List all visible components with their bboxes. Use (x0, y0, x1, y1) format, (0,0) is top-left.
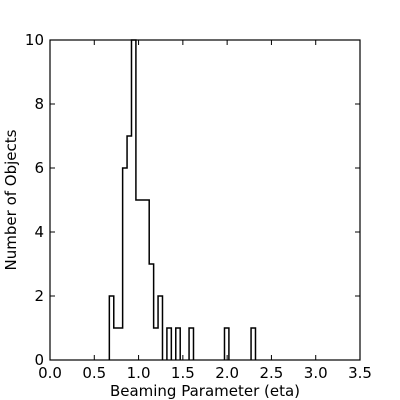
y-tick-label: 4 (34, 223, 44, 241)
histogram-bar-group-6 (250, 327, 257, 360)
x-axis-ticks: 0.0 0.5 1.0 1.5 2.0 2.5 3.0 3.5 (38, 40, 372, 382)
x-tick-label: 3.0 (304, 364, 328, 382)
x-tick-label: 2.5 (259, 364, 283, 382)
y-tick-label: 6 (34, 159, 44, 177)
x-tick-label: 0.0 (38, 364, 62, 382)
histogram-bar-group-2 (166, 327, 173, 360)
x-tick-label: 0.5 (82, 364, 106, 382)
x-tick-label: 1.5 (171, 364, 195, 382)
y-tick-label: 10 (25, 31, 44, 49)
x-tick-label: 2.0 (215, 364, 239, 382)
histogram-bar-group-3 (175, 327, 181, 360)
histogram-bar-group-4 (188, 327, 195, 360)
y-tick-label: 2 (34, 287, 44, 305)
histogram-bar-group-5 (223, 327, 230, 360)
y-axis-ticks: 0 2 4 6 8 10 (25, 31, 360, 369)
plot-frame (49, 39, 361, 361)
x-axis-label: Beaming Parameter (eta) (110, 382, 300, 400)
y-tick-label: 0 (34, 351, 44, 369)
y-axis-label: Number of Objects (2, 129, 20, 270)
y-tick-label: 8 (34, 95, 44, 113)
x-tick-label: 3.5 (348, 364, 372, 382)
x-tick-label: 1.0 (127, 364, 151, 382)
